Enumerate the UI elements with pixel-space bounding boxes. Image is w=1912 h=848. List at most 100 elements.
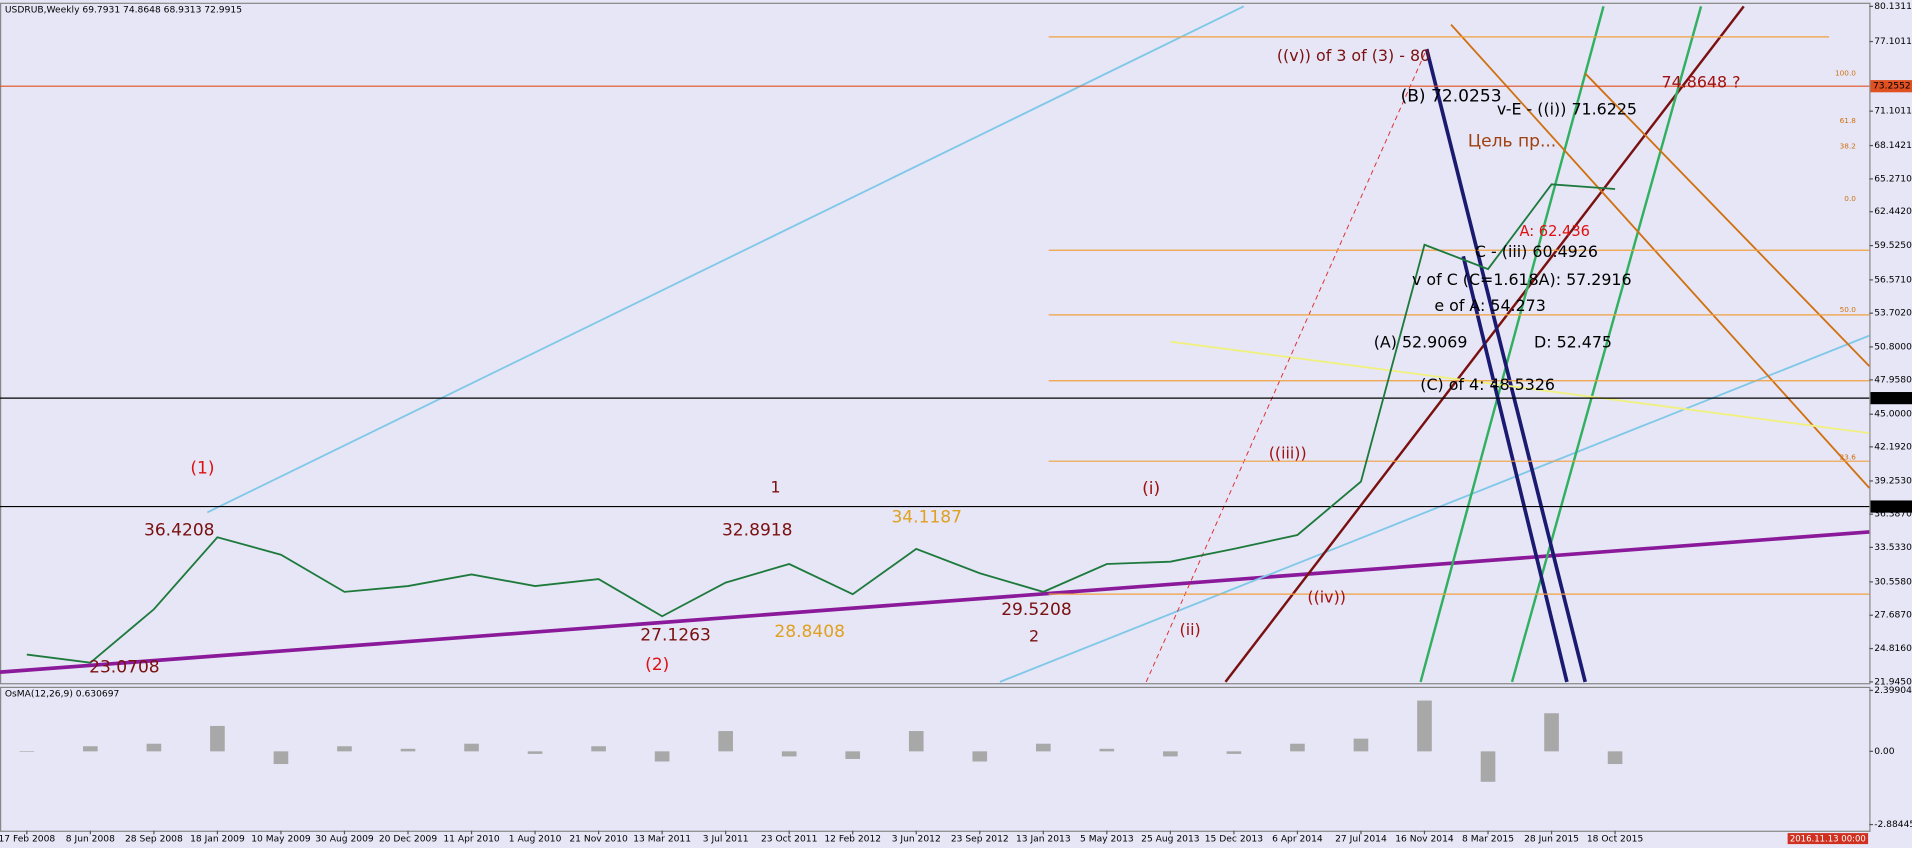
osma-bar [400, 748, 416, 752]
osma-bar [1099, 748, 1115, 752]
fib-label: 61.8 [1840, 116, 1857, 125]
osma-bar [1480, 751, 1496, 782]
annotation: v of C (C=1.618A): 57.2916 [1412, 270, 1632, 289]
fib-label: 23.6 [1840, 453, 1857, 462]
timestamp-box [1787, 833, 1869, 845]
x-tick-label: 6 Apr 2014 [1272, 835, 1323, 845]
osma-tick-label: 2.399047 [1874, 686, 1912, 696]
x-tick-label: 20 Dec 2009 [379, 835, 437, 845]
osma-bar [19, 751, 35, 752]
x-tick-label: 11 Apr 2010 [443, 835, 500, 845]
y-tick-label: 62.4420 [1874, 207, 1912, 217]
x-tick-label: 10 May 2009 [251, 835, 311, 845]
x-tick-label: 30 Aug 2009 [315, 835, 374, 845]
osma-bar [273, 751, 289, 765]
y-tick-label: 45.0000 [1874, 410, 1912, 420]
x-tick-label: 13 Jan 2013 [1016, 835, 1071, 845]
fib-label: 50.0 [1840, 305, 1857, 314]
osma-bar [1163, 751, 1178, 757]
level-box [1870, 392, 1912, 405]
x-tick-label: 28 Sep 2008 [125, 835, 183, 845]
annotation: (A) 52.9069 [1374, 332, 1468, 351]
osc-frame [0, 686, 1871, 832]
x-tick-label: 23 Sep 2012 [951, 835, 1009, 845]
annotation: 28.8408 [774, 622, 845, 642]
y-tick-label: 36.3870 [1874, 510, 1912, 520]
osma-bar [972, 751, 988, 762]
osma-bar [654, 751, 670, 762]
x-tick-label: 3 Jul 2011 [703, 835, 749, 845]
y-tick-label: 21.9450 [1874, 677, 1912, 687]
x-tick-label: 28 Jun 2015 [1524, 835, 1579, 845]
x-tick-label: 3 Jun 2012 [892, 835, 941, 845]
annotation: A: 62.436 [1519, 223, 1590, 240]
osma-bar [464, 743, 479, 752]
annotation: D: 52.475 [1534, 332, 1612, 351]
level-label: 46.3876 [1873, 394, 1911, 404]
annotation: 74.8648 ? [1662, 73, 1741, 92]
x-tick-label: 27 Jul 2014 [1335, 835, 1387, 845]
osma-bar [1544, 713, 1559, 752]
annotation: (2) [645, 655, 669, 675]
x-tick-label: 18 Oct 2015 [1587, 835, 1644, 845]
fib-label: 100.0 [1835, 68, 1856, 77]
x-tick-label: 17 Feb 2008 [0, 835, 55, 845]
y-tick-label: 77.1011 [1874, 37, 1912, 47]
trend-line [999, 334, 1870, 683]
osma-bar [146, 743, 162, 752]
osma-bar [1226, 751, 1242, 754]
annotation: (C) of 4: 48.5326 [1420, 375, 1555, 394]
annotation: 27.1263 [640, 626, 711, 646]
osma-tick-label: -2.884456 [1874, 820, 1912, 830]
y-tick-label: 71.1011 [1874, 107, 1912, 117]
osma-label: OsMA(12,26,9) 0.630697 [5, 690, 120, 700]
annotation: e of A: 54.273 [1434, 296, 1545, 315]
trend-line [1170, 340, 1870, 435]
x-tick-label: 1 Aug 2010 [509, 835, 562, 845]
osma-bar [1290, 743, 1305, 752]
osma-bar [718, 731, 733, 752]
y-tick-label: 24.8160 [1874, 644, 1912, 654]
fib-label: 0.0 [1844, 194, 1856, 203]
trend-line [206, 5, 1245, 514]
x-tick-label: 13 Mar 2011 [633, 835, 691, 845]
annotation: 2 [1029, 626, 1039, 645]
x-tick-label: 8 Mar 2015 [1462, 835, 1514, 845]
y-tick-label: 80.1311 [1874, 2, 1912, 12]
annotation: ((v)) of 3 of (3) - 80 [1277, 46, 1430, 65]
annotation: 32.8918 [722, 521, 793, 541]
chart-title: USDRUB,Weekly 69.7931 74.8648 68.9313 72… [5, 6, 242, 16]
x-tick-label: 25 Aug 2013 [1141, 835, 1200, 845]
y-tick-label: 33.5330 [1874, 543, 1912, 553]
x-tick-label: 12 Feb 2012 [824, 835, 881, 845]
annotation: (B) 72.0253 [1401, 87, 1502, 107]
y-tick-label: 30.5580 [1874, 577, 1912, 587]
x-tick-label: 21 Nov 2010 [569, 835, 628, 845]
main-frame [0, 2, 1871, 685]
x-tick-label: 8 Jun 2008 [66, 835, 115, 845]
annotation: Цель пр... [1468, 132, 1556, 152]
y-tick-label: 42.1920 [1874, 442, 1912, 452]
trend-line [1424, 48, 1587, 683]
trend-line [0, 530, 1870, 674]
osma-bar [337, 746, 352, 752]
trend-line [1584, 72, 1870, 367]
annotation: (ii) [1180, 620, 1201, 639]
osma-bar [527, 751, 543, 754]
annotation: ((iv)) [1307, 587, 1346, 606]
osma-bar [1607, 751, 1623, 765]
annotation: 1 [770, 478, 780, 497]
y-tick-label: 50.8000 [1874, 342, 1912, 352]
annotation: 29.5208 [1001, 600, 1072, 620]
annotation: 34.1187 [891, 507, 962, 527]
osma-bar [83, 746, 98, 752]
y-tick-label: 27.6870 [1874, 611, 1912, 621]
level-box [1870, 80, 1912, 93]
osma-bar [781, 751, 797, 757]
trend-line [1419, 6, 1605, 683]
osma-bar [210, 725, 225, 752]
x-tick-label: 23 Oct 2011 [761, 835, 817, 845]
annotation: ((iii)) [1269, 443, 1307, 462]
